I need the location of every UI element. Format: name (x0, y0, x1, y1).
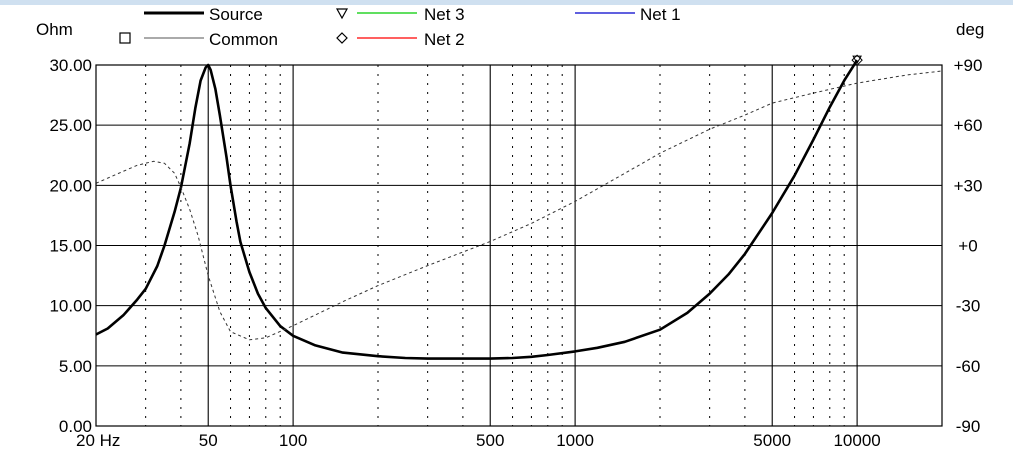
series (95, 54, 943, 360)
y-left-unit-label: Ohm (36, 20, 73, 39)
legend-label-net3: Net 3 (424, 5, 465, 24)
legend-marker-net2-icon (336, 32, 348, 44)
y-left-tick-label: 15.00 (49, 237, 92, 256)
y-right-tick-label: -90 (956, 417, 981, 436)
title-bar-strip (0, 0, 1013, 5)
y-right-unit-label: deg (956, 20, 984, 39)
y-left-tick-label: 20.00 (49, 176, 92, 195)
x-tick-label: 20 Hz (76, 431, 120, 450)
legend-label-net1: Net 1 (640, 5, 681, 24)
legend-marker-net3-icon (335, 8, 349, 20)
legend-label-source: Source (209, 5, 263, 24)
y-right-tick-label: -60 (956, 357, 981, 376)
legend: Source Common Net 3 Net 2 Net 1 (119, 5, 681, 49)
x-tick-label: 1000 (556, 431, 594, 450)
y-right-tick-label: +60 (954, 116, 983, 135)
plot-frame (95, 64, 943, 427)
series-common-line (95, 70, 943, 341)
x-tick-label: 100 (279, 431, 307, 450)
y-left-tick-label: 10.00 (49, 297, 92, 316)
legend-label-common: Common (209, 30, 278, 49)
series-source-line (95, 59, 859, 360)
y-right-tick-label: +90 (954, 56, 983, 75)
x-tick-label: 10000 (833, 431, 880, 450)
y-left-tick-label: 30.00 (49, 56, 92, 75)
y-right-tick-label: +0 (958, 237, 977, 256)
axis-tick-labels: 0.00 5.00 10.00 15.00 20.00 25.00 30.00 -90 -60 -… (49, 56, 982, 450)
y-left-tick-label: 25.00 (49, 116, 92, 135)
y-left-tick-label: 0.00 (59, 417, 92, 436)
x-tick-label: 500 (476, 431, 504, 450)
grid (96, 64, 942, 427)
x-tick-label: 50 (199, 431, 218, 450)
y-left-tick-label: 5.00 (59, 357, 92, 376)
peak-triangle-marker-icon (852, 55, 862, 65)
x-tick-label: 5000 (753, 431, 791, 450)
y-right-tick-label: -30 (956, 297, 981, 316)
y-right-tick-label: +30 (954, 176, 983, 195)
legend-marker-common-icon (119, 32, 131, 44)
legend-label-net2: Net 2 (424, 30, 465, 49)
